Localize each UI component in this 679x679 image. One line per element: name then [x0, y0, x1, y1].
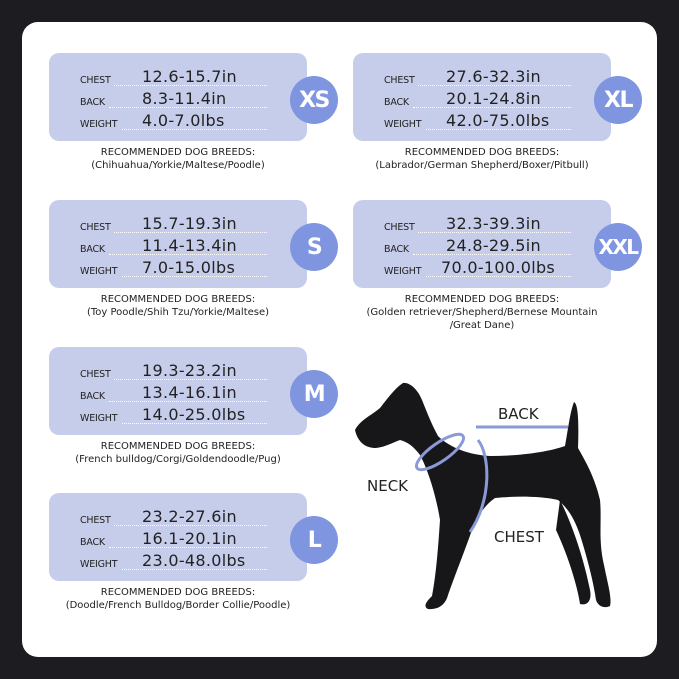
- row-label-back: BACK: [80, 97, 105, 108]
- row-label-back: BACK: [80, 244, 105, 255]
- dotted-leader: [413, 107, 571, 108]
- breeds-heading: RECOMMENDED DOG BREEDS:: [404, 294, 560, 305]
- value-weight: 4.0-7.0lbs: [142, 111, 225, 130]
- neck-label: NECK: [367, 477, 409, 495]
- dotted-leader: [426, 276, 571, 277]
- size-card-m: CHEST 19.3-23.2in BACK 13.4-16.1in WEIGHT 14.…: [49, 347, 307, 435]
- dotted-leader: [418, 85, 571, 86]
- value-weight: 23.0-48.0lbs: [142, 551, 246, 570]
- chest-label: CHEST: [494, 528, 544, 546]
- back-label: BACK: [498, 405, 539, 423]
- dotted-leader: [114, 379, 267, 380]
- breeds-list: (Toy Poodle/Shih Tzu/Yorkie/Maltese): [86, 307, 270, 318]
- row-label-chest: CHEST: [384, 222, 415, 233]
- dotted-leader: [109, 401, 267, 402]
- breeds-list: (Labrador/German Shepherd/Boxer/Pitbull): [375, 160, 589, 171]
- size-badge: XXL: [594, 223, 642, 271]
- row-label-weight: WEIGHT: [80, 413, 118, 424]
- value-weight: 7.0-15.0lbs: [142, 258, 236, 277]
- value-weight: 14.0-25.0lbs: [142, 405, 246, 424]
- breeds-heading: RECOMMENDED DOG BREEDS:: [404, 147, 560, 158]
- dotted-leader: [418, 232, 571, 233]
- row-label-back: BACK: [80, 537, 105, 548]
- dotted-leader: [114, 232, 267, 233]
- row-label-weight: WEIGHT: [80, 266, 118, 277]
- dotted-leader: [109, 254, 267, 255]
- row-label-chest: CHEST: [384, 75, 415, 86]
- breeds-list: /Great Dane): [449, 320, 515, 331]
- breeds-list: (Golden retriever/Shepherd/Bernese Mount…: [366, 307, 598, 318]
- value-chest: 32.3-39.3in: [446, 214, 541, 233]
- dotted-leader: [114, 85, 267, 86]
- dotted-leader: [413, 254, 571, 255]
- value-weight: 42.0-75.0lbs: [446, 111, 550, 130]
- dotted-leader: [109, 107, 267, 108]
- size-card-l: CHEST 23.2-27.6in BACK 16.1-20.1in WEIGHT 23.…: [49, 493, 307, 581]
- row-label-weight: WEIGHT: [384, 119, 422, 130]
- value-back: 11.4-13.4in: [142, 236, 237, 255]
- size-badge: XS: [290, 76, 338, 124]
- dotted-leader: [426, 129, 571, 130]
- size-card-xs: CHEST 12.6-15.7in BACK 8.3-11.4in WEIGHT 4.0-…: [49, 53, 307, 141]
- size-badge: S: [290, 223, 338, 271]
- breeds-list: (Chihuahua/Yorkie/Maltese/Poodle): [91, 160, 265, 171]
- value-chest: 19.3-23.2in: [142, 361, 237, 380]
- row-label-weight: WEIGHT: [80, 559, 118, 570]
- value-chest: 23.2-27.6in: [142, 507, 237, 526]
- breeds-heading: RECOMMENDED DOG BREEDS:: [100, 147, 256, 158]
- recommended-breeds: RECOMMENDED DOG BREEDS: (Doodle/French Bu…: [28, 586, 328, 612]
- recommended-breeds: RECOMMENDED DOG BREEDS: (French bulldog/C…: [28, 440, 328, 466]
- breeds-list: (French bulldog/Corgi/Goldendoodle/Pug): [75, 454, 281, 465]
- breeds-heading: RECOMMENDED DOG BREEDS:: [100, 441, 256, 452]
- breeds-list: (Doodle/French Bulldog/Border Collie/Poo…: [65, 600, 291, 611]
- value-chest: 12.6-15.7in: [142, 67, 237, 86]
- dog-silhouette: [355, 382, 611, 610]
- value-back: 16.1-20.1in: [142, 529, 237, 548]
- value-back: 13.4-16.1in: [142, 383, 237, 402]
- row-label-chest: CHEST: [80, 75, 111, 86]
- row-label-back: BACK: [80, 391, 105, 402]
- dotted-leader: [122, 129, 267, 130]
- value-chest: 27.6-32.3in: [446, 67, 541, 86]
- size-card-s: CHEST 15.7-19.3in BACK 11.4-13.4in WEIGHT 7.0…: [49, 200, 307, 288]
- breeds-heading: RECOMMENDED DOG BREEDS:: [100, 587, 256, 598]
- dotted-leader: [109, 547, 267, 548]
- dotted-leader: [122, 569, 267, 570]
- value-back: 24.8-29.5in: [446, 236, 541, 255]
- row-label-weight: WEIGHT: [384, 266, 422, 277]
- row-label-chest: CHEST: [80, 515, 111, 526]
- value-weight: 70.0-100.0lbs: [441, 258, 556, 277]
- recommended-breeds: RECOMMENDED DOG BREEDS: (Chihuahua/Yorkie…: [28, 146, 328, 172]
- dog-rear-leg: [556, 500, 591, 605]
- row-label-weight: WEIGHT: [80, 119, 118, 130]
- recommended-breeds: RECOMMENDED DOG BREEDS: (Golden retriever…: [332, 293, 632, 332]
- dotted-leader: [122, 423, 267, 424]
- value-back: 8.3-11.4in: [142, 89, 227, 108]
- row-label-back: BACK: [384, 244, 409, 255]
- chest-measure-line: [468, 439, 489, 533]
- breeds-heading: RECOMMENDED DOG BREEDS:: [100, 294, 256, 305]
- dotted-leader: [114, 525, 267, 526]
- recommended-breeds: RECOMMENDED DOG BREEDS: (Toy Poodle/Shih …: [28, 293, 328, 319]
- size-badge: M: [290, 370, 338, 418]
- neck-measure-ring: [414, 432, 466, 472]
- row-label-chest: CHEST: [80, 222, 111, 233]
- row-label-back: BACK: [384, 97, 409, 108]
- size-badge: XL: [594, 76, 642, 124]
- row-label-chest: CHEST: [80, 369, 111, 380]
- value-back: 20.1-24.8in: [446, 89, 541, 108]
- size-card-xxl: CHEST 32.3-39.3in BACK 24.8-29.5in WEIGHT 70.…: [353, 200, 611, 288]
- size-card-xl: CHEST 27.6-32.3in BACK 20.1-24.8in WEIGHT 42.…: [353, 53, 611, 141]
- size-badge: L: [290, 516, 338, 564]
- dotted-leader: [122, 276, 267, 277]
- value-chest: 15.7-19.3in: [142, 214, 237, 233]
- recommended-breeds: RECOMMENDED DOG BREEDS: (Labrador/German …: [332, 146, 632, 172]
